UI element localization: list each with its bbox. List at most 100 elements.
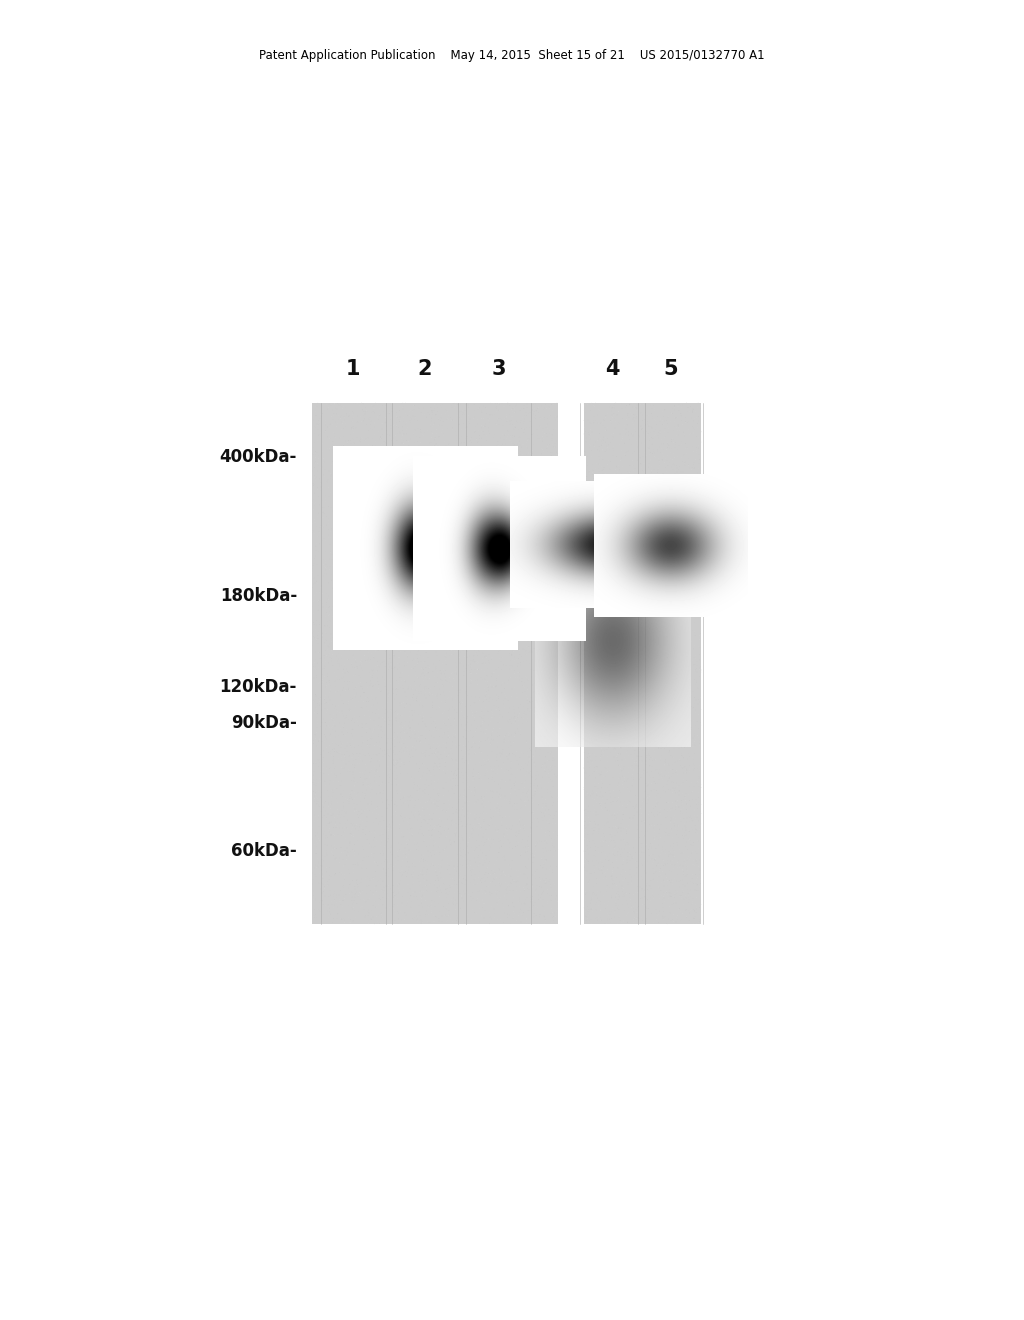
Point [502, 655, 518, 676]
Point [514, 516, 530, 537]
Point [374, 652, 390, 673]
Point [648, 672, 665, 693]
Point [396, 845, 413, 866]
Point [338, 705, 354, 726]
Point [592, 598, 608, 619]
Point [371, 574, 387, 595]
Point [396, 803, 413, 824]
Point [679, 412, 695, 433]
Point [616, 582, 633, 603]
Point [313, 647, 330, 668]
Point [594, 433, 610, 454]
Point [639, 735, 655, 756]
Point [391, 587, 408, 609]
Point [316, 451, 333, 473]
Point [351, 911, 368, 932]
Point [603, 894, 620, 915]
Point [535, 869, 551, 890]
Point [479, 395, 496, 416]
Point [627, 706, 643, 727]
Point [313, 855, 330, 876]
Point [424, 792, 440, 813]
Point [391, 396, 408, 417]
Point [671, 711, 687, 733]
Point [691, 858, 708, 879]
Point [480, 556, 497, 577]
Point [482, 673, 499, 694]
Point [594, 719, 610, 741]
Point [371, 781, 387, 803]
Point [431, 735, 447, 756]
Point [470, 651, 486, 672]
Point [531, 907, 548, 928]
Point [480, 863, 497, 884]
Point [615, 804, 632, 825]
Point [577, 828, 593, 849]
Point [331, 395, 347, 416]
Point [617, 912, 634, 933]
Point [639, 873, 655, 894]
Point [538, 719, 554, 741]
Point [498, 548, 514, 569]
Point [349, 428, 366, 449]
Point [431, 783, 447, 804]
Point [389, 888, 406, 909]
Point [399, 647, 416, 668]
Point [523, 665, 540, 686]
Point [656, 723, 673, 744]
Point [444, 450, 461, 471]
Point [334, 634, 350, 655]
Point [641, 511, 657, 532]
Point [427, 752, 443, 774]
Point [538, 496, 554, 517]
Point [687, 645, 703, 667]
Point [480, 642, 497, 663]
Point [654, 618, 671, 639]
Point [544, 663, 560, 684]
Point [606, 403, 623, 424]
Point [437, 446, 454, 467]
Point [306, 804, 323, 825]
Point [456, 627, 472, 648]
Point [579, 714, 595, 735]
Point [321, 651, 337, 672]
Point [340, 605, 356, 626]
Point [480, 708, 497, 729]
Point [367, 851, 383, 873]
Point [339, 477, 355, 498]
Point [525, 803, 542, 824]
Point [373, 585, 389, 606]
Point [351, 805, 368, 826]
Point [494, 445, 510, 466]
Point [400, 715, 417, 737]
Point [649, 441, 666, 462]
Point [439, 591, 456, 612]
Point [684, 403, 700, 424]
Point [594, 614, 610, 635]
Point [688, 692, 705, 713]
Point [387, 480, 403, 502]
Point [686, 659, 702, 680]
Point [612, 574, 629, 595]
Point [328, 681, 344, 702]
Point [379, 851, 395, 873]
Point [427, 630, 443, 651]
Point [502, 610, 518, 631]
Point [469, 690, 485, 711]
Point [594, 412, 610, 433]
Point [407, 871, 423, 892]
Point [671, 744, 687, 766]
Point [479, 671, 496, 692]
Point [331, 614, 347, 635]
Point [537, 911, 553, 932]
Point [329, 466, 345, 487]
Point [612, 628, 629, 649]
Point [452, 461, 468, 482]
Point [605, 397, 622, 418]
Point [335, 715, 351, 737]
Point [383, 488, 399, 510]
Point [411, 899, 427, 920]
Point [671, 624, 687, 645]
Point [674, 888, 690, 909]
Point [635, 429, 651, 450]
